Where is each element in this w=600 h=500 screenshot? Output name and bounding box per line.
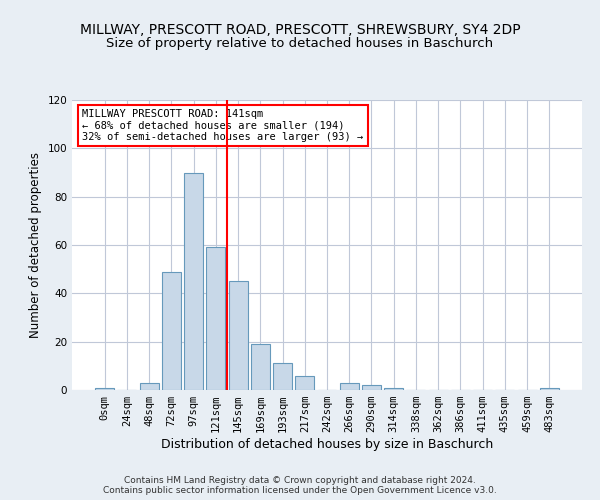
Text: MILLWAY PRESCOTT ROAD: 141sqm
← 68% of detached houses are smaller (194)
32% of : MILLWAY PRESCOTT ROAD: 141sqm ← 68% of d…	[82, 108, 364, 142]
Bar	[362, 385, 381, 390]
Bar	[95, 388, 114, 390]
Bar	[540, 388, 559, 390]
Bar	[273, 364, 292, 390]
Bar	[340, 383, 359, 390]
Text: MILLWAY, PRESCOTT ROAD, PRESCOTT, SHREWSBURY, SY4 2DP: MILLWAY, PRESCOTT ROAD, PRESCOTT, SHREWS…	[80, 22, 520, 36]
Bar	[295, 376, 314, 390]
Bar	[162, 272, 181, 390]
Y-axis label: Number of detached properties: Number of detached properties	[29, 152, 42, 338]
Text: Size of property relative to detached houses in Baschurch: Size of property relative to detached ho…	[106, 38, 494, 51]
Text: Contains HM Land Registry data © Crown copyright and database right 2024.
Contai: Contains HM Land Registry data © Crown c…	[103, 476, 497, 495]
Bar	[184, 172, 203, 390]
Bar	[251, 344, 270, 390]
Bar	[384, 388, 403, 390]
Bar	[206, 248, 225, 390]
Bar	[140, 383, 158, 390]
Bar	[229, 281, 248, 390]
X-axis label: Distribution of detached houses by size in Baschurch: Distribution of detached houses by size …	[161, 438, 493, 451]
